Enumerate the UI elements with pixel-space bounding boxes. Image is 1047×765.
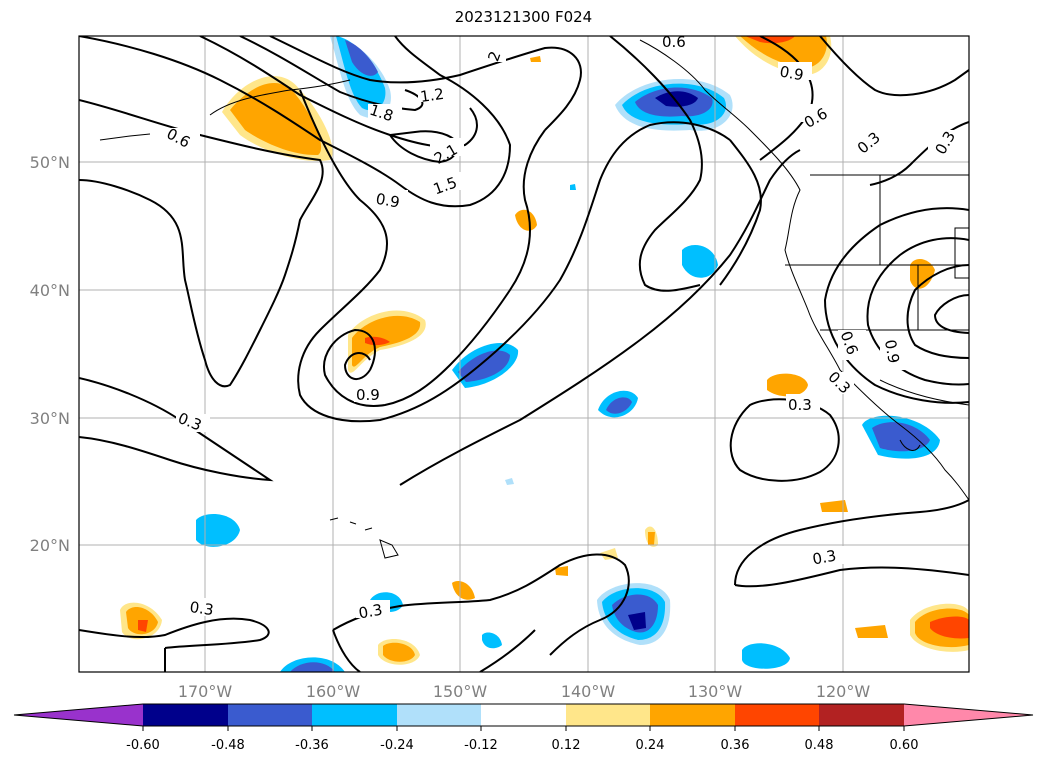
lon-label: 170°W: [178, 682, 233, 701]
lon-label: 150°W: [433, 682, 488, 701]
colorbar-label: -0.60: [126, 738, 160, 753]
contour-label: 0.3: [788, 396, 812, 414]
map-area: [79, 36, 969, 672]
colorbar-segment: [481, 704, 566, 726]
map-frame: [78, 35, 970, 673]
colorbar-segment: [566, 704, 650, 726]
colorbar-label: 0.36: [721, 738, 750, 753]
lon-label: 140°W: [561, 682, 616, 701]
colorbar-label: -0.12: [464, 738, 498, 753]
colorbar: -0.60 -0.48 -0.36 -0.24 -0.12 0.12 0.24 …: [13, 703, 1034, 753]
colorbar-segment: [650, 704, 735, 726]
lat-label: 20°N: [30, 536, 70, 555]
contour-label: 0.6: [662, 33, 686, 51]
lat-label: 30°N: [30, 409, 70, 428]
contour-label: 0.9: [374, 190, 401, 212]
colorbar-label: 0.12: [552, 738, 581, 753]
lat-label: 40°N: [30, 281, 70, 300]
lon-label: 120°W: [816, 682, 871, 701]
longitude-labels: 170°W 160°W 150°W 140°W 130°W 120°W: [178, 682, 871, 701]
contour-label: 0.9: [881, 338, 903, 365]
colorbar-segment: [143, 704, 228, 726]
contour-label: 1.2: [419, 85, 445, 106]
colorbar-label: -0.48: [211, 738, 245, 753]
colorbar-label: 0.60: [890, 738, 919, 753]
lon-label: 160°W: [306, 682, 361, 701]
lat-label: 50°N: [30, 153, 70, 172]
contour-label: 0.3: [189, 598, 215, 619]
colorbar-extend-left: [14, 704, 143, 726]
colorbar-label: -0.24: [380, 738, 414, 753]
colorbar-label: 0.24: [636, 738, 665, 753]
colorbar-label: -0.36: [295, 738, 329, 753]
contour-label: 0.3: [811, 547, 838, 569]
colorbar-segment: [397, 704, 481, 726]
latitude-labels: 50°N 40°N 30°N 20°N: [30, 153, 70, 555]
colorbar-segment: [312, 704, 397, 726]
colorbar-label: 0.48: [805, 738, 834, 753]
contour-label: 0.9: [778, 63, 805, 85]
contour-label: 0.9: [356, 386, 380, 404]
colorbar-segment: [819, 704, 904, 726]
contour-labels: 0.6 1.2 1.8 2.1 1.5 0.9 0.6 0.9 0.6 0.3 …: [164, 33, 959, 623]
colorbar-extend-right: [904, 704, 1033, 726]
map-title: 2023121300 F024: [454, 8, 593, 26]
contour-label: 0.3: [357, 601, 384, 623]
lon-label: 130°W: [688, 682, 743, 701]
colorbar-segment: [228, 704, 312, 726]
colorbar-segment: [735, 704, 819, 726]
